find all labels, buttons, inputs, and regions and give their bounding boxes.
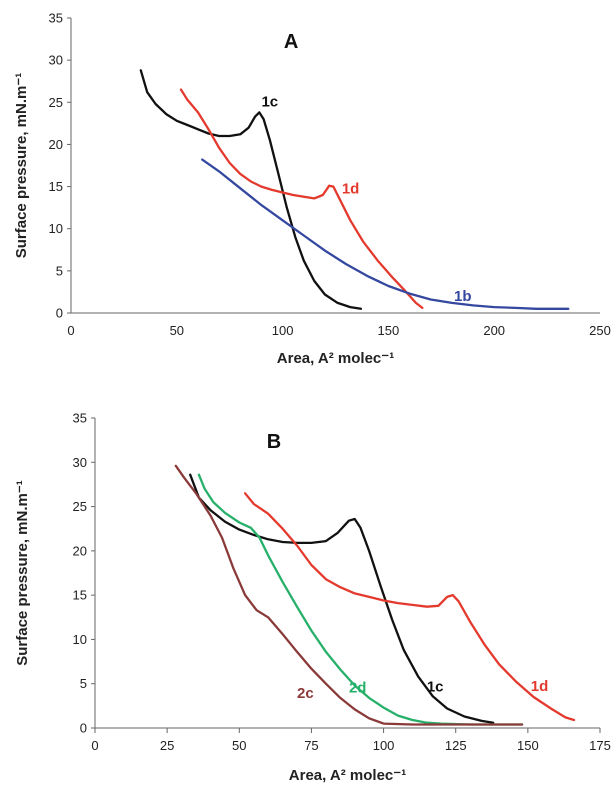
panel-a-series-1d-line xyxy=(179,88,424,310)
panel-a-series-1c-label: 1c xyxy=(261,94,278,111)
panel-b-title: B xyxy=(267,431,281,453)
panel-a-x-axis-title: Area, A² molec⁻¹ xyxy=(277,350,394,367)
panel-a-y-tick-label: 5 xyxy=(56,263,63,278)
panel-a-x-tick-label: 250 xyxy=(589,323,611,338)
panel-a-series-1b-line xyxy=(201,158,570,310)
panel-a-x-tick-label: 150 xyxy=(378,323,400,338)
panel-b-y-tick-label: 0 xyxy=(80,721,87,736)
panel-b-series-2d-label: 2d xyxy=(349,680,367,697)
panel-a-x-tick-label: 200 xyxy=(483,323,505,338)
panel-a-y-tick-label: 25 xyxy=(49,95,63,110)
panel-b-x-tick-label: 125 xyxy=(445,738,467,753)
panel-b-x-tick-label: 50 xyxy=(232,738,246,753)
panel-b-x-tick-label: 0 xyxy=(91,738,98,753)
panel-b-y-axis-title: Surface pressure, mN.m⁻¹ xyxy=(14,480,31,666)
panel-b-series-1c-line xyxy=(189,473,495,724)
panel-a-y-tick-label: 10 xyxy=(49,221,63,236)
panel-a-y-tick-label: 30 xyxy=(49,53,63,68)
panel-b-x-tick-label: 100 xyxy=(373,738,395,753)
panel-a-series-1c-line xyxy=(139,69,363,310)
panel-b-y-tick-label: 20 xyxy=(73,543,87,558)
panel-b-series-1d-line xyxy=(243,492,576,722)
panel-b-series-2c-line xyxy=(174,464,524,726)
panel-a-x-tick-label: 0 xyxy=(67,323,74,338)
panel-b-x-axis-title: Area, A² molec⁻¹ xyxy=(289,767,406,784)
panel-b-y-tick-label: 25 xyxy=(73,499,87,514)
panel-a-x-tick-label: 50 xyxy=(170,323,184,338)
panel-b-series-1d-label: 1d xyxy=(531,678,549,695)
panel-a-y-axis-title: Surface pressure, mN.m⁻¹ xyxy=(13,73,30,259)
panel-b-x-tick-label: 75 xyxy=(304,738,318,753)
panel-a-series-1b-label: 1b xyxy=(454,288,472,305)
panel-a-y-tick-label: 0 xyxy=(56,306,63,321)
panel-b-x-tick-label: 25 xyxy=(160,738,174,753)
panel-b-y-tick-label: 35 xyxy=(73,411,87,426)
panel-b-y-tick-label: 10 xyxy=(73,632,87,647)
panel-b-series-1c-label: 1c xyxy=(427,679,444,696)
panel-a-y-tick-label: 35 xyxy=(49,11,63,26)
panel-a-y-tick-label: 20 xyxy=(49,137,63,152)
panel-a-series-1d-label: 1d xyxy=(342,180,360,197)
panel-b-series-2d-line xyxy=(197,473,524,726)
panel-a-x-tick-label: 100 xyxy=(272,323,294,338)
panel-b-y-tick-label: 30 xyxy=(73,455,87,470)
panel-a-y-tick-label: 15 xyxy=(49,179,63,194)
panel-b-series-2c-label: 2c xyxy=(297,685,314,702)
panel-b-y-tick-label: 5 xyxy=(80,676,87,691)
panel-b-y-tick-label: 15 xyxy=(73,588,87,603)
panel-a-title: A xyxy=(284,31,298,53)
panel-b-x-tick-label: 175 xyxy=(589,738,611,753)
panel-b-x-tick-label: 150 xyxy=(517,738,539,753)
